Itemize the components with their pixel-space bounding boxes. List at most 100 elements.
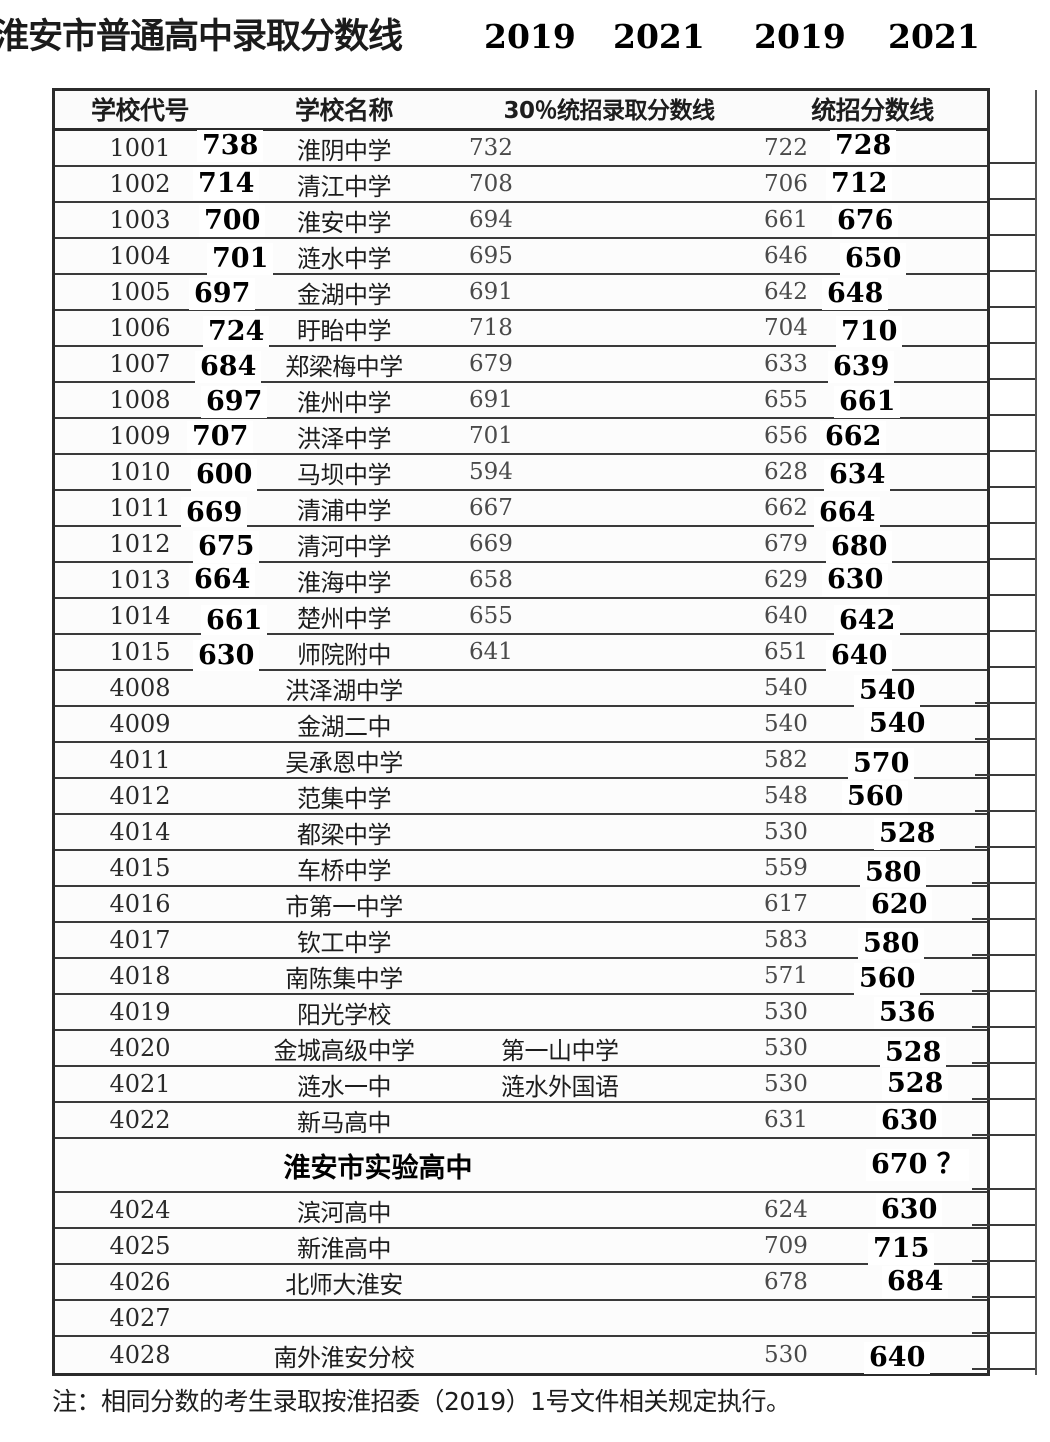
cell-school-code: 4018 <box>109 962 171 990</box>
row-rule-stub <box>990 414 1035 416</box>
cell-school-name <box>228 1301 460 1335</box>
cell-30pct-2019: 594 <box>469 459 513 485</box>
row-rule-stub <box>990 234 1035 236</box>
table-row: 1001 淮阴中学 732 722 738 728 <box>55 130 987 167</box>
cell-school-name: 淮安市实验高中 <box>283 1152 473 1184</box>
table-row: 4028 南外淮安分校 530 640 <box>55 1337 987 1374</box>
row-rule-stub <box>990 306 1035 308</box>
cell-school-name: 楚州中学 <box>297 604 392 633</box>
row-rule-stub <box>990 558 1035 560</box>
year-label-30pct-2019: 2019 <box>484 17 576 56</box>
table-row: 4019 阳光学校 530 536 <box>55 995 987 1031</box>
cell-school-code: 1009 <box>109 422 171 450</box>
row-rule-stub <box>972 918 1035 920</box>
cell-tongzhao-2019: 709 <box>764 1233 808 1259</box>
table-row: 4025 新淮高中 709 715 <box>55 1229 987 1265</box>
cell-school-code: 4008 <box>109 674 171 702</box>
overlay-tongzhao-2021: 715 <box>868 1233 935 1265</box>
row-rule-stub <box>990 450 1035 452</box>
overlay-tongzhao-2021: 639 <box>828 351 895 383</box>
cell-tongzhao-2019: 655 <box>764 387 808 413</box>
row-rule-stub <box>972 1098 1035 1100</box>
right-edge-line <box>1035 90 1037 1375</box>
row-rule-stub <box>972 1188 1035 1190</box>
row-rule-stub <box>972 1026 1035 1028</box>
row-rule-stub <box>972 1134 1035 1136</box>
row-rule-stub <box>990 342 1035 344</box>
cell-school-code: 4022 <box>109 1106 171 1134</box>
cell-school-name: 范集中学 <box>297 784 392 813</box>
table-header-row: 学校代号 学校名称 30％统招录取分数线 统招分数线 <box>55 91 987 131</box>
overlay-tongzhao-2021: 670 ？ <box>866 1149 969 1181</box>
row-rule-stub <box>975 774 1035 776</box>
overlay-tongzhao-2021: 560 <box>854 963 921 995</box>
cell-tongzhao-2019: 530 <box>764 819 808 845</box>
cell-school-name: 金湖中学 <box>297 280 392 309</box>
cell-school-code: 1010 <box>109 458 171 486</box>
row-rule-stub <box>990 666 1035 668</box>
table-row: 1009 洪泽中学 701 656 707 662 <box>55 419 987 455</box>
header-school-name: 学校名称 <box>294 96 394 125</box>
cell-school-name: 都梁中学 <box>297 820 392 849</box>
cell-school-code <box>55 1139 225 1191</box>
table-row: 1011 清浦中学 667 662 669 664 <box>55 491 987 529</box>
overlay-tongzhao-2021: 676 <box>832 205 899 237</box>
cell-school-name: 淮海中学 <box>297 568 392 597</box>
row-rule-stub <box>990 594 1035 596</box>
table-row: 4020 金城高级中学 第一山中学 530 528 <box>55 1031 987 1069</box>
row-rule-stub <box>972 1224 1035 1226</box>
cell-school-name: 钦工中学 <box>297 928 392 957</box>
cell-school-name: 南陈集中学 <box>285 964 403 993</box>
cell-30pct-2019: 691 <box>469 279 513 305</box>
cell-school-name: 涟水一中 <box>297 1072 392 1101</box>
cell-school-code: 4025 <box>109 1232 171 1260</box>
cell-school-name: 清河中学 <box>297 532 392 561</box>
cell-school-name: 清江中学 <box>297 172 392 201</box>
table-row: 1014 楚州中学 655 640 661 642 <box>55 599 987 637</box>
cell-tongzhao-2019: 559 <box>764 855 808 881</box>
cell-30pct-2019: 708 <box>469 171 513 197</box>
cell-30pct-2019: 695 <box>469 243 513 269</box>
cell-school-code: 1013 <box>109 566 171 594</box>
cell-tongzhao-2019: 633 <box>764 351 808 377</box>
cell-tongzhao-2019: 642 <box>764 279 808 305</box>
cell-school-code: 4009 <box>109 710 171 738</box>
cell-tongzhao-2019: 530 <box>764 1035 808 1061</box>
cell-school-code: 4026 <box>109 1268 171 1296</box>
header-school-code: 学校代号 <box>90 96 190 125</box>
cell-30pct-2019: 658 <box>469 567 513 593</box>
table-row: 4017 钦工中学 583 580 <box>55 923 987 960</box>
cell-school-code: 4024 <box>109 1196 171 1224</box>
row-rule-stub <box>990 162 1035 164</box>
overlay-tongzhao-2021: 712 <box>826 168 893 200</box>
overlay-30pct-2021: 738 <box>197 130 264 162</box>
cell-school-name: 滨河高中 <box>297 1198 392 1227</box>
overlay-30pct-2021: 724 <box>203 316 270 348</box>
overlay-30pct-2021: 669 <box>181 497 248 529</box>
cell-school-code: 4016 <box>109 890 171 918</box>
overlay-30pct-2021: 697 <box>201 386 268 418</box>
cell-school-name: 淮阴中学 <box>297 136 392 165</box>
row-rule-stub <box>990 270 1035 272</box>
cell-school-code: 1001 <box>109 134 171 162</box>
table-row: 1005 金湖中学 691 642 697 648 <box>55 275 987 311</box>
row-rule-stub <box>972 1332 1035 1334</box>
overlay-tongzhao-2021: 684 <box>882 1266 949 1298</box>
cell-school-name: 吴承恩中学 <box>285 748 403 777</box>
cell-tongzhao-2019: 679 <box>764 531 808 557</box>
cell-school-name: 盱眙中学 <box>297 316 392 345</box>
overlay-tongzhao-2021: 560 <box>842 781 909 813</box>
cell-tongzhao-2019: 624 <box>764 1197 808 1223</box>
cell-tongzhao-2019: 548 <box>764 783 808 809</box>
score-table: 学校代号 学校名称 30％统招录取分数线 统招分数线 1001 淮阴中学 732 72… <box>52 88 990 1376</box>
cell-school-code: 1012 <box>109 530 171 558</box>
cell-school-name: 市第一中学 <box>285 892 403 921</box>
overlay-tongzhao-2021: 650 <box>840 243 907 275</box>
cell-tongzhao-2019: 629 <box>764 567 808 593</box>
overlay-tongzhao-2021: 540 <box>854 675 921 707</box>
row-rule-stub <box>972 1368 1035 1370</box>
cell-school-code: 4015 <box>109 854 171 882</box>
cell-school-name: 北师大淮安 <box>285 1270 403 1299</box>
overlay-tongzhao-2021: 528 <box>874 818 941 850</box>
cell-school-code: 4019 <box>109 998 171 1026</box>
